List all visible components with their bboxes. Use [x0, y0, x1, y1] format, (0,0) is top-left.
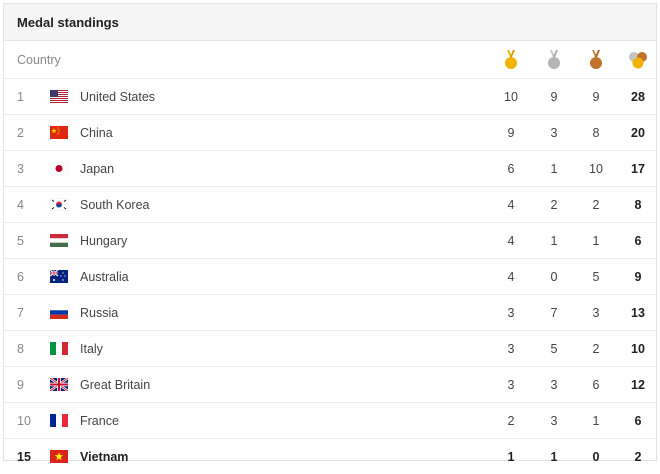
country-name: Great Britain	[80, 377, 151, 392]
table-row[interactable]: 10 France 2 3 1 6	[4, 403, 656, 439]
table-row[interactable]: 7 Russia 3 7 3 13	[4, 295, 656, 331]
total-count: 12	[631, 377, 645, 392]
silver-count: 1	[550, 161, 558, 176]
country-name: Hungary	[80, 233, 128, 248]
table-header: Country	[4, 41, 656, 79]
gold-count: 9	[507, 125, 515, 140]
bronze-count: 6	[592, 377, 600, 392]
rank: 9	[17, 377, 24, 392]
bronze-count: 8	[592, 125, 600, 140]
silver-count: 7	[550, 305, 558, 320]
country-name: Russia	[80, 305, 119, 320]
bronze-count: 5	[592, 269, 600, 284]
rank: 6	[17, 269, 24, 284]
gold-count: 4	[507, 197, 515, 212]
silver-medal-icon	[544, 41, 564, 78]
country-name: Italy	[80, 341, 103, 356]
gold-count: 3	[507, 341, 515, 356]
rank: 10	[17, 413, 31, 428]
bronze-count: 2	[592, 197, 600, 212]
bronze-count: 3	[592, 305, 600, 320]
australia-flag-icon	[50, 268, 68, 285]
rank: 7	[17, 305, 24, 320]
great-britain-flag-icon	[50, 376, 68, 393]
italy-flag-icon	[50, 340, 68, 357]
country-name: China	[80, 125, 113, 140]
gold-count: 4	[507, 269, 515, 284]
total-count: 28	[631, 89, 645, 104]
rank: 8	[17, 341, 24, 356]
total-count: 8	[634, 197, 642, 212]
rank: 3	[17, 161, 24, 176]
bronze-count: 9	[592, 89, 600, 104]
bronze-count: 2	[592, 341, 600, 356]
total-count: 6	[634, 233, 642, 248]
rank: 15	[17, 449, 31, 464]
vietnam-flag-icon	[50, 448, 68, 465]
country-column-header: Country	[17, 52, 61, 67]
country-name: Vietnam	[80, 449, 129, 464]
russia-flag-icon	[50, 304, 68, 321]
table-row[interactable]: 3 Japan 6 1 10 17	[4, 151, 656, 187]
country-name: South Korea	[80, 197, 150, 212]
total-count: 10	[631, 341, 645, 356]
silver-count: 3	[550, 125, 558, 140]
gold-medal-icon	[501, 41, 521, 78]
bronze-medal-icon	[586, 41, 606, 78]
total-count: 17	[631, 161, 645, 176]
silver-count: 0	[550, 269, 558, 284]
silver-count: 1	[550, 233, 558, 248]
total-count: 13	[631, 305, 645, 320]
hungary-flag-icon	[50, 232, 68, 249]
south-korea-flag-icon	[50, 196, 68, 213]
table-row[interactable]: 2 China 9 3 8 20	[4, 115, 656, 151]
bronze-count: 10	[589, 161, 603, 176]
silver-count: 1	[550, 449, 558, 464]
gold-count: 3	[507, 377, 515, 392]
gold-count: 2	[507, 413, 515, 428]
silver-count: 9	[550, 89, 558, 104]
japan-flag-icon	[50, 160, 68, 177]
country-name: Japan	[80, 161, 115, 176]
table-row[interactable]: 9 Great Britain 3 3 6 12	[4, 367, 656, 403]
us-flag-icon	[50, 88, 68, 105]
bronze-count: 0	[592, 449, 600, 464]
total-count: 2	[634, 449, 642, 464]
gold-count: 3	[507, 305, 515, 320]
gold-count: 1	[507, 449, 515, 464]
table-row[interactable]: 5 Hungary 4 1 1 6	[4, 223, 656, 259]
total-count: 9	[634, 269, 642, 284]
china-flag-icon	[50, 124, 68, 141]
table-row[interactable]: 6 Australia 4 0 5 9	[4, 259, 656, 295]
total-count: 20	[631, 125, 645, 140]
rank: 5	[17, 233, 24, 248]
france-flag-icon	[50, 412, 68, 429]
table-row[interactable]: 8 Italy 3 5 2 10	[4, 331, 656, 367]
country-name: France	[80, 413, 119, 428]
silver-count: 3	[550, 413, 558, 428]
country-name: Australia	[80, 269, 129, 284]
card-title: Medal standings	[4, 4, 656, 41]
table-row[interactable]: 4 South Korea 4 2 2 8	[4, 187, 656, 223]
table-row[interactable]: 1 United States 10 9 9 28	[4, 79, 656, 115]
country-name: United States	[80, 89, 156, 104]
total-medals-icon	[628, 41, 648, 78]
bronze-count: 1	[592, 413, 600, 428]
table-row[interactable]: 15 Vietnam 1 1 0 2	[4, 439, 656, 474]
silver-count: 5	[550, 341, 558, 356]
gold-count: 6	[507, 161, 515, 176]
rank: 2	[17, 125, 24, 140]
gold-count: 10	[504, 89, 518, 104]
bronze-count: 1	[592, 233, 600, 248]
silver-count: 2	[550, 197, 558, 212]
rank: 4	[17, 197, 24, 212]
total-count: 6	[634, 413, 642, 428]
silver-count: 3	[550, 377, 558, 392]
medal-standings-card: Medal standings Country	[3, 3, 657, 464]
rank: 1	[17, 89, 24, 104]
gold-count: 4	[507, 233, 515, 248]
